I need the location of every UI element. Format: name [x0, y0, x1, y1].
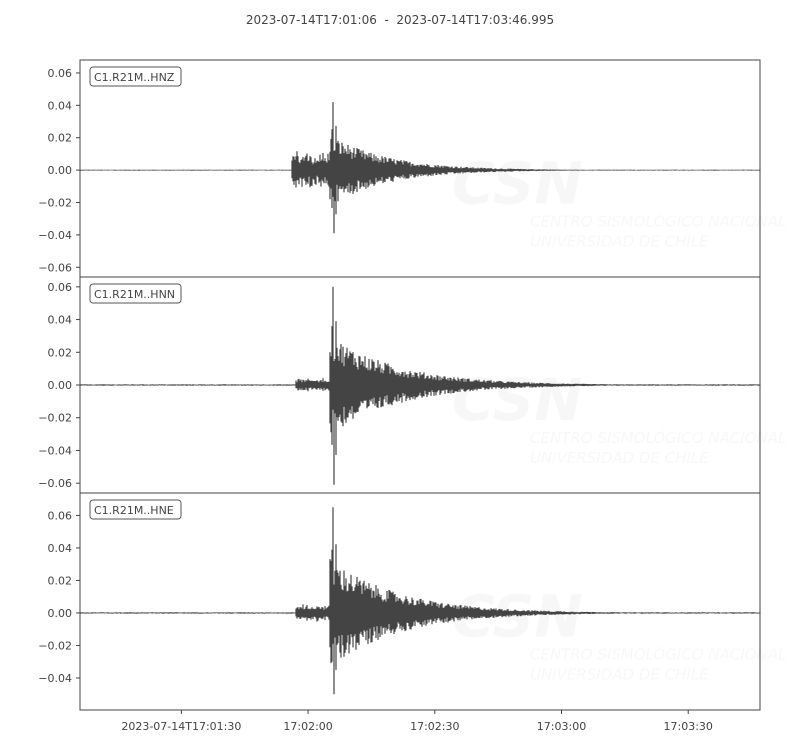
watermark-line: CENTRO SISMOLÓGICO NACIONAL: [530, 645, 786, 664]
channel-label-text: C1.R21M..HNZ: [94, 71, 175, 84]
axes-frame: [79, 492, 761, 711]
y-tick-label: 0.00: [48, 379, 73, 392]
y-tick-label: −0.02: [38, 412, 72, 425]
watermark-line: UNIVERSIDAD DE CHILE: [530, 233, 709, 251]
trace-panel-hnn: CSNCENTRO SISMOLÓGICO NACIONAL UNIVERSIDA…: [38, 276, 786, 494]
channel-label-box: [89, 283, 182, 304]
y-tick-label: 0.02: [48, 346, 73, 359]
channel-label: C1.R21M..HNN: [89, 283, 182, 304]
y-tick-label: 0.04: [48, 99, 73, 112]
y-tick-label: 0.06: [48, 67, 73, 80]
y-tick-label: −0.04: [38, 444, 72, 457]
channel-label-text: C1.R21M..HNE: [94, 504, 174, 517]
y-tick-label: 0.04: [48, 314, 73, 327]
y-tick-label: 0.00: [48, 164, 73, 177]
channel-label-box: [89, 66, 182, 87]
y-tick-label: −0.06: [38, 261, 72, 274]
y-tick-label: 0.06: [48, 509, 73, 522]
y-tick-label: −0.02: [38, 197, 72, 210]
y-tick-label: −0.04: [38, 229, 72, 242]
y-tick-label: 0.02: [48, 132, 73, 145]
watermark-csn: CSN: [452, 150, 583, 218]
watermark-line: CENTRO SISMOLÓGICO NACIONAL: [530, 428, 786, 447]
y-tick-label: −0.04: [38, 672, 72, 685]
x-tick-label: 17:02:30: [410, 720, 459, 733]
csn-watermark-logo: CSNCENTRO SISMOLÓGICO NACIONAL UNIVERSIDA…: [452, 150, 786, 251]
x-tick-label: 17:02:00: [283, 720, 332, 733]
x-tick-label: 17:03:30: [664, 720, 713, 733]
x-tick-label: 17:03:00: [537, 720, 586, 733]
y-tick-label: 0.04: [48, 542, 73, 555]
csn-watermark-logo: CSNCENTRO SISMOLÓGICO NACIONALUNIVERSIDA…: [452, 583, 786, 684]
chart-title: 2023-07-14T17:01:06 - 2023-07-14T17:03:4…: [245, 13, 555, 27]
watermark-line: UNIVERSIDAD DE CHILE: [530, 666, 709, 684]
y-tick-label: −0.02: [38, 639, 72, 652]
channel-label-text: C1.R21M..HNN: [94, 288, 175, 301]
watermark-line: UNIVERSIDAD DE CHILE: [530, 449, 709, 467]
watermark-csn: CSN: [452, 366, 583, 434]
y-tick-label: 0.00: [48, 607, 73, 620]
csn-watermark-logo: CSNCENTRO SISMOLÓGICO NACIONAL UNIVERSIDA…: [452, 366, 786, 467]
trace-panel-hnz: CSNCENTRO SISMOLÓGICO NACIONAL UNIVERSIDA…: [38, 59, 786, 278]
channel-label: C1.R21M..HNZ: [89, 66, 182, 87]
watermark-line: CENTRO SISMOLÓGICO NACIONAL: [530, 212, 786, 231]
y-tick-label: −0.06: [38, 477, 72, 490]
y-tick-label: 0.06: [48, 281, 73, 294]
y-tick-label: 0.02: [48, 574, 73, 587]
channel-label-box: [89, 499, 182, 520]
trace-panel-hne: CSNCENTRO SISMOLÓGICO NACIONALUNIVERSIDA…: [38, 492, 786, 711]
channel-label: C1.R21M..HNE: [89, 499, 182, 520]
x-tick-label: 2023-07-14T17:01:30: [121, 720, 241, 733]
